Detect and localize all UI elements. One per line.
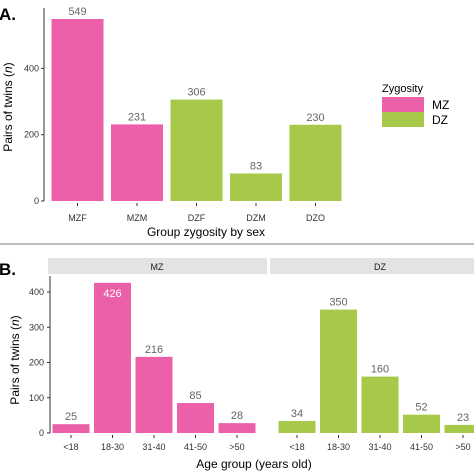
panel-b-y-tick-label: 400 (29, 287, 44, 297)
panel-b-data-label: 34 (291, 408, 303, 420)
panel-b-x-tick-label: 31-40 (142, 442, 165, 452)
legend-label-dz: DZ (432, 113, 448, 127)
panel-a-data-label: 83 (250, 160, 262, 172)
panel-b-letter: B. (0, 260, 16, 279)
facet-strip-label-dz: DZ (374, 262, 386, 272)
panel-b-bar-dz (403, 414, 440, 433)
panel-b-y-axis-title: Pairs of twins (n) (8, 315, 22, 404)
panel-a-x-axis-title: Group zygosity by sex (147, 225, 265, 239)
panel-b-x-tick-label: >50 (455, 442, 470, 452)
panel-b-y-tick-label: 300 (29, 322, 44, 332)
panel-b-y-tick-label: 100 (29, 393, 44, 403)
panel-b-data-label: 25 (65, 411, 77, 423)
panel-a-y-axis-title: Pairs of twins (n) (1, 62, 15, 151)
panel-b-data-label: 426 (103, 288, 121, 300)
panel-b-data-label: 23 (457, 412, 469, 424)
legend: Zygosity MZ DZ (382, 83, 449, 127)
panel-a-y-tick-label: 400 (24, 63, 39, 73)
panel-a-plot: 0 200 400 549 MZF 231 MZM 306 DZF 83 DZM 230 DZO (24, 6, 342, 223)
panel-a-data-label: 230 (306, 112, 324, 124)
panel-b-data-label: 85 (189, 390, 201, 402)
panel-a-bar-mzm (111, 124, 163, 201)
panel-b-x-tick-label: <18 (289, 442, 304, 452)
panel-b-y-tick-label: 0 (39, 428, 44, 438)
panel-b-y-tick-label: 200 (29, 358, 44, 368)
panel-b-bar-dz (444, 424, 474, 433)
panel-b-x-tick-label: 31-40 (368, 442, 391, 452)
panel-b-x-tick-label: 18-30 (327, 442, 350, 452)
panel-a-data-label: 231 (128, 111, 146, 123)
panel-a-x-tick-label: DZF (188, 213, 206, 223)
facet-strip-mz (48, 258, 267, 274)
panel-a-bar-dzf (170, 99, 223, 201)
panel-a-x-tick-label: DZM (246, 213, 266, 223)
panel-a-data-label: 306 (187, 87, 205, 99)
panel-b-plot: 0 100 200 300 400 25 <18 426 18-30 216 31-40 85 41-5… (29, 276, 474, 452)
legend-swatch-mz (382, 97, 424, 112)
panel-b-x-tick-label: >50 (229, 442, 244, 452)
panel-a-letter: A. (0, 5, 16, 24)
legend-label-mz: MZ (432, 98, 449, 112)
panel-a-bar-dzo (289, 124, 342, 201)
facet-strip-dz (270, 258, 474, 274)
panel-a-x-tick-label: DZO (306, 213, 325, 223)
panel-a-data-label: 549 (68, 6, 86, 18)
panel-b-x-tick-label: 41-50 (184, 442, 207, 452)
panel-a-y-tick-label: 0 (34, 196, 39, 206)
panel-a-y-tick-label: 200 (24, 130, 39, 140)
panel-b-bar-mz (94, 282, 131, 433)
legend-swatch-dz (382, 112, 424, 127)
facet-strip-label-mz: MZ (151, 262, 164, 272)
panel-b-bar-mz (52, 424, 90, 433)
panel-b-x-tick-label: <18 (63, 442, 78, 452)
panel-a-x-tick-label: MZM (127, 213, 148, 223)
panel-b-x-tick-label: 18-30 (101, 442, 124, 452)
panel-a-x-tick-label: MZF (68, 213, 87, 223)
panel-b-data-label: 28 (231, 410, 243, 422)
panel-b-x-tick-label: 41-50 (410, 442, 433, 452)
panel-b-bar-mz (135, 356, 173, 433)
panel-a-bar-mzf (51, 19, 104, 201)
panel-a-bar-dzm (230, 173, 282, 201)
panel-b-bar-mz (218, 423, 256, 433)
panel-b-x-axis-title: Age group (years old) (196, 457, 311, 471)
panel-b-bar-dz (320, 309, 357, 433)
panel-b-data-label: 52 (415, 402, 427, 414)
panel-b-data-label: 216 (145, 344, 163, 356)
panel-b-bar-dz (278, 421, 316, 433)
panel-b-data-label: 160 (371, 364, 389, 376)
panel-b-bar-mz (177, 403, 214, 433)
legend-title: Zygosity (382, 83, 423, 95)
panel-b-data-label: 350 (329, 297, 347, 309)
panel-b-bar-dz (361, 376, 399, 433)
